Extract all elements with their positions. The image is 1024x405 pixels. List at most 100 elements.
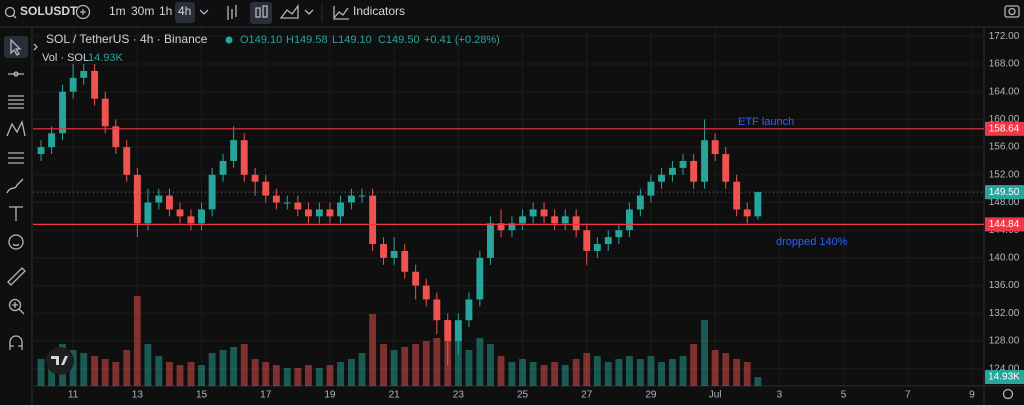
volume-bar [701,320,709,386]
x-tick-label: 27 [581,390,593,401]
y-tick-label: 168.00 [989,59,1020,70]
candle-body [444,320,452,341]
x-tick-label: 23 [453,390,465,401]
candle-body [487,223,494,258]
volume-bar [615,359,623,386]
candle-body [604,237,612,245]
volume-bar [465,350,473,386]
top-toolbar [0,0,1024,26]
text-tool[interactable] [9,206,23,221]
x-tick-label: 25 [517,390,529,401]
collapse-arrow[interactable] [33,43,38,51]
candle-body [337,202,344,217]
y-tick-label: 152.00 [989,169,1020,180]
volume-bar [540,365,548,386]
brush-tool[interactable] [6,178,24,194]
settings-button[interactable] [1002,388,1014,400]
pattern-tool[interactable] [6,120,26,137]
candle-body [155,195,163,203]
volume-bar [123,350,131,386]
measure-tool[interactable] [7,267,26,286]
bar-style-icon[interactable] [227,5,237,20]
price-label-bg [985,185,1024,200]
volume-bar [529,362,537,386]
y-tick-label: 156.00 [989,142,1020,153]
emoji-tool[interactable] [8,234,24,250]
volume-bar [304,365,312,386]
candle-body [294,202,302,210]
volume-bar [133,296,141,386]
volume-value: 14.93K [88,52,124,64]
candle-body [48,133,56,148]
legend-open: O149.10 [240,34,282,46]
interval-menu[interactable] [199,9,209,15]
volume-bar [272,365,280,386]
candle-body [262,181,270,196]
price-label-bg [985,217,1024,232]
fib-tool[interactable] [8,95,24,109]
y-tick-label: 172.00 [989,31,1020,42]
interval[interactable]: 1h [159,4,172,18]
candle-body [476,257,484,300]
annotation: ETF launch [738,116,794,128]
volume-bar [101,359,109,386]
volume-bar [91,356,99,386]
candle-body [454,320,462,341]
line-tool[interactable] [8,71,24,77]
candle-body [219,160,227,175]
volume-bar [497,356,505,386]
candle-body [37,147,45,155]
candle-body [272,195,280,203]
style-menu[interactable] [304,9,314,15]
volume-bar [422,341,430,386]
volume-label-bg [985,370,1024,384]
area-style-icon[interactable] [279,4,299,19]
volume-bar [112,362,120,386]
price-label: 144.84 [989,219,1020,230]
candle-body [198,209,205,224]
magnet-tool[interactable] [9,335,23,350]
candle-body [283,202,291,204]
volume-bar [155,356,163,386]
y-tick-label: 124.00 [989,363,1020,374]
candle-body [497,223,505,231]
interval[interactable]: 30m [131,4,154,18]
x-tick-label: 19 [324,390,336,401]
market-status [225,36,233,44]
candle-body [380,244,387,258]
add-symbol[interactable] [75,4,91,20]
volume-bar [519,359,526,386]
logo [46,347,74,375]
candle-body [69,77,77,92]
search-icon[interactable] [4,6,16,18]
price-label: 158.64 [989,123,1020,134]
candle-icon [255,7,261,18]
volume-bar [69,350,77,386]
volume-bar [369,314,377,386]
indicators-button[interactable]: Indicators [353,4,405,18]
interval[interactable]: 1m [109,4,126,18]
symbol[interactable]: SOLUSDT [20,4,78,18]
candle-icon [262,5,268,18]
legend-high: H149.58 [286,34,328,46]
volume-bar [337,362,344,386]
candle-style-selected[interactable] [250,2,272,24]
volume-bar [711,350,719,386]
candle-body [348,195,355,203]
y-tick-label: 140.00 [989,253,1020,264]
y-tick-label: 128.00 [989,336,1020,347]
volume-bar [669,359,676,386]
volume-bar [604,362,612,386]
candle-body [80,70,88,78]
volume-bar [176,365,184,386]
prediction-tool[interactable] [8,152,24,164]
y-tick-label: 164.00 [989,86,1020,97]
cursor-tool-selected[interactable] [4,36,28,58]
interval[interactable]: 4h [178,4,191,18]
y-tick-label: 132.00 [989,308,1020,319]
candle-body [572,216,580,231]
volume-bar [754,377,762,386]
zoom-tool[interactable] [8,298,22,312]
snapshot-button[interactable] [1004,5,1020,18]
volume-bar [144,344,152,386]
